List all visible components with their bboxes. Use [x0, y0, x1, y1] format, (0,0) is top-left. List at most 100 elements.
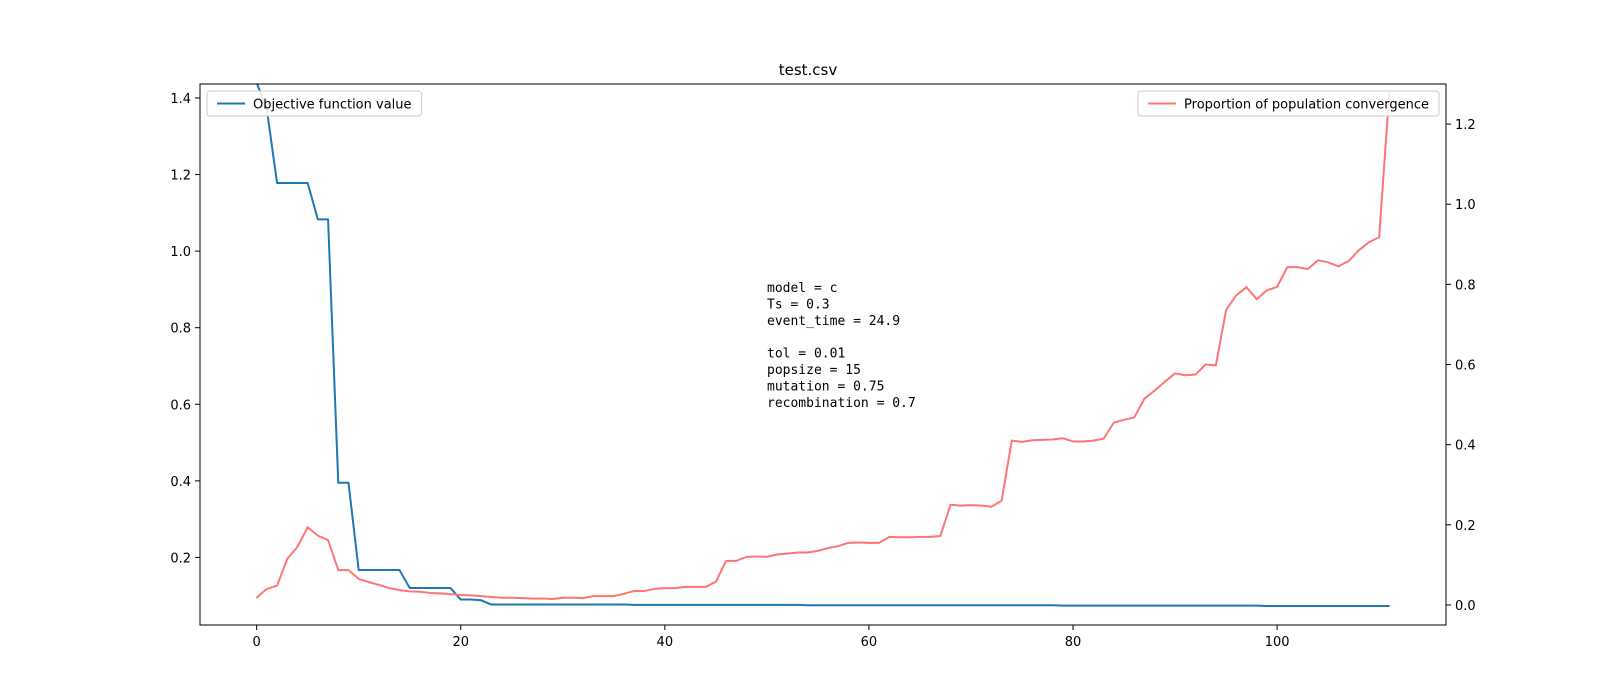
data-point [1194, 605, 1197, 607]
data-point [847, 604, 850, 606]
data-point [480, 599, 482, 601]
data-point [1286, 266, 1288, 268]
legend-1: Proportion of population convergence [1137, 90, 1440, 117]
data-point [511, 597, 513, 599]
data-point [296, 546, 299, 548]
data-point [1266, 605, 1268, 607]
data-point [817, 604, 819, 606]
data-point [909, 536, 911, 538]
annotation-line: mutation = 0.75 [767, 379, 884, 394]
data-point [307, 526, 309, 528]
data-point [572, 603, 574, 606]
data-point [980, 504, 982, 507]
data-point [388, 569, 390, 571]
data-point [654, 588, 656, 590]
data-point [898, 604, 901, 606]
data-point [796, 604, 799, 606]
data-point [327, 539, 329, 541]
data-point [827, 547, 829, 549]
data-point [1184, 374, 1186, 376]
data-point [419, 587, 421, 589]
y-tick-label: 0.6 [170, 398, 191, 413]
data-point [715, 581, 717, 583]
data-point [633, 604, 635, 606]
data-point [694, 604, 697, 606]
data-point [919, 604, 921, 606]
data-point [347, 569, 350, 571]
data-point [1164, 381, 1166, 383]
data-point [317, 535, 319, 537]
data-point [664, 604, 666, 606]
data-point [776, 604, 778, 606]
data-point [572, 597, 574, 599]
data-point [1133, 416, 1135, 419]
data-point [847, 542, 850, 544]
data-point [276, 182, 278, 184]
x-tick-label: 40 [657, 635, 674, 650]
data-point [276, 585, 278, 587]
data-point [837, 545, 839, 547]
data-point [1052, 438, 1054, 441]
data-point [490, 603, 492, 606]
data-point [449, 593, 452, 595]
series-0-group [256, 84, 1390, 608]
annotation-line: popsize = 15 [767, 363, 861, 378]
data-point [286, 182, 288, 184]
data-point [960, 504, 962, 507]
data-point [745, 604, 748, 606]
data-point [429, 587, 431, 589]
data-point [388, 587, 390, 589]
data-point [715, 604, 717, 606]
data-point [1347, 605, 1350, 607]
data-point [1205, 605, 1207, 607]
data-point [1296, 605, 1299, 607]
x-tick-label: 60 [861, 635, 878, 650]
data-point [1225, 309, 1227, 311]
x-tick-label: 20 [452, 635, 469, 650]
data-point [1021, 604, 1023, 606]
data-point [378, 569, 380, 571]
data-point [398, 589, 401, 591]
data-point [429, 592, 431, 594]
data-point [531, 597, 533, 600]
legend-box [1137, 90, 1440, 117]
data-point [358, 578, 360, 580]
data-point [296, 182, 299, 184]
y2-tick-label: 1.0 [1455, 198, 1476, 213]
data-point [1103, 438, 1105, 440]
data-point [1133, 605, 1135, 607]
data-point [766, 556, 768, 558]
annotation-text-block: model = cTs = 0.3 event_time = 24.9 tol = … [767, 281, 916, 411]
data-point [725, 560, 727, 562]
data-point [766, 604, 768, 606]
data-point [317, 218, 319, 220]
legend-label: Proportion of population convergence [1184, 98, 1429, 113]
y-tick-label: 1.2 [170, 169, 191, 184]
data-point [1276, 286, 1278, 288]
plot-area [255, 84, 1391, 608]
data-point [929, 536, 931, 538]
data-point [1337, 265, 1339, 267]
data-point [1174, 372, 1176, 374]
data-point [1062, 437, 1064, 439]
data-point [1092, 440, 1095, 442]
data-point [960, 604, 962, 606]
data-point [1327, 261, 1329, 263]
data-point [980, 604, 982, 606]
data-point [1235, 294, 1237, 296]
data-point [1245, 286, 1248, 288]
plot-frame [199, 83, 1447, 626]
data-point [582, 603, 584, 606]
y2-tick-label: 0.0 [1455, 599, 1476, 614]
annotation-line: tol = 0.01 [767, 347, 845, 362]
data-point [1154, 389, 1156, 392]
data-point [1092, 605, 1095, 607]
data-point [1337, 605, 1339, 607]
data-point [480, 595, 482, 597]
data-point [745, 556, 748, 558]
data-point [511, 603, 513, 606]
data-point [1031, 439, 1033, 441]
data-point [1215, 605, 1217, 607]
data-point [1082, 605, 1084, 607]
